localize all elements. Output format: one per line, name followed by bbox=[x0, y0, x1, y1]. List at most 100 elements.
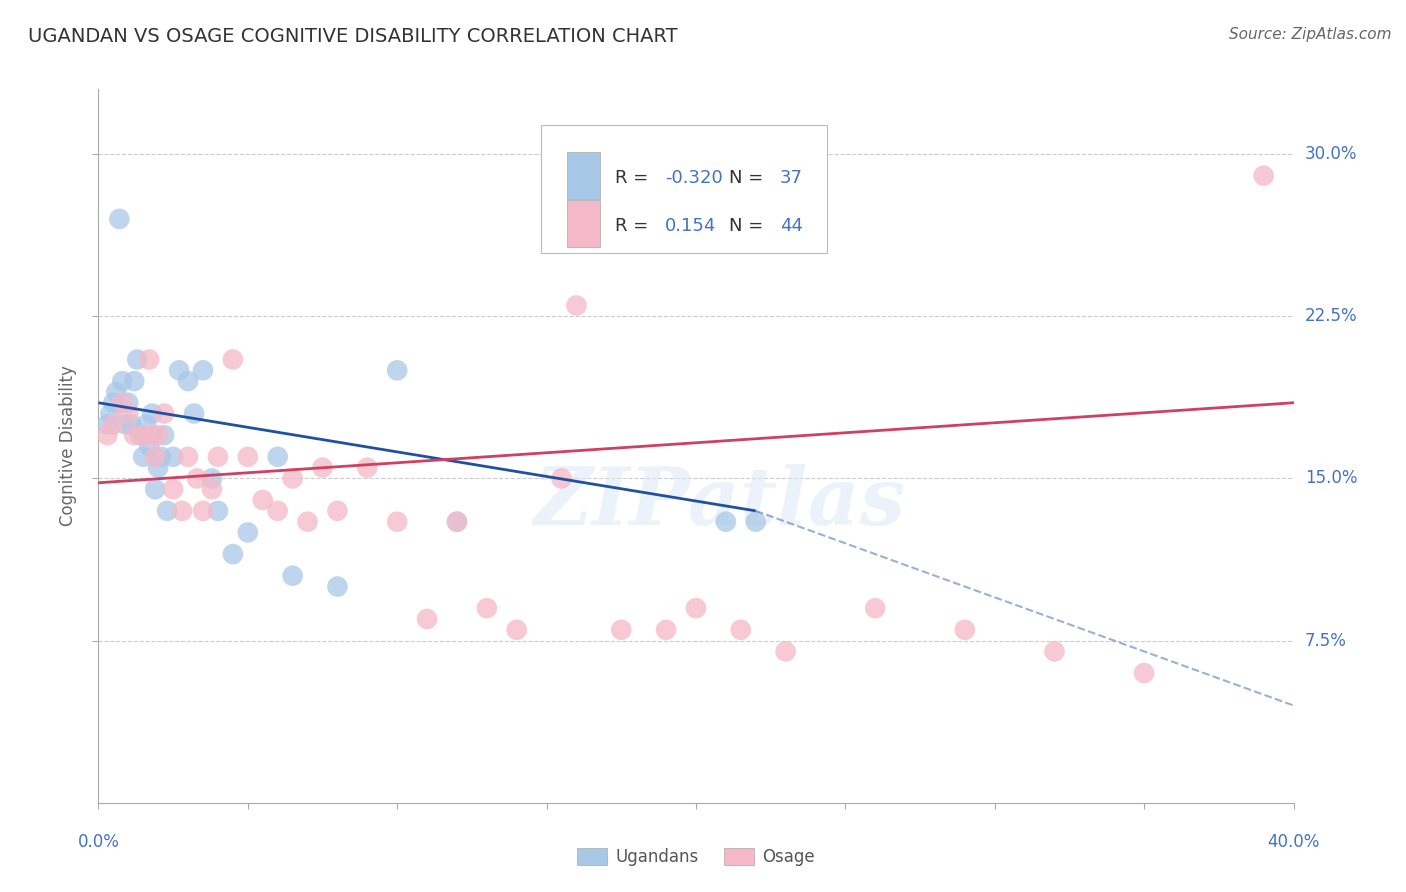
Text: 37: 37 bbox=[780, 169, 803, 186]
Text: 15.0%: 15.0% bbox=[1305, 469, 1357, 487]
Point bbox=[1043, 644, 1066, 658]
Point bbox=[236, 450, 259, 464]
Bar bbox=[567, 153, 600, 199]
Point bbox=[143, 482, 166, 496]
Point bbox=[311, 460, 333, 475]
Point bbox=[326, 580, 349, 594]
Point bbox=[191, 504, 214, 518]
Point bbox=[1253, 169, 1275, 183]
Point bbox=[117, 396, 139, 410]
Point bbox=[201, 482, 224, 496]
Point bbox=[775, 644, 797, 658]
Point bbox=[143, 450, 166, 464]
Text: 30.0%: 30.0% bbox=[1305, 145, 1357, 163]
Point bbox=[201, 471, 224, 485]
Point bbox=[135, 417, 157, 432]
Point bbox=[222, 547, 245, 561]
Point bbox=[297, 515, 319, 529]
Point bbox=[565, 298, 588, 312]
Point bbox=[172, 504, 194, 518]
Point bbox=[610, 623, 633, 637]
Point bbox=[1133, 666, 1156, 681]
Point bbox=[138, 439, 160, 453]
Legend: Ugandans, Osage: Ugandans, Osage bbox=[571, 841, 821, 873]
Point bbox=[252, 493, 274, 508]
Point bbox=[103, 396, 125, 410]
Point bbox=[141, 407, 163, 421]
Point bbox=[416, 612, 439, 626]
Point bbox=[281, 471, 304, 485]
Point bbox=[105, 384, 128, 399]
Point bbox=[153, 428, 176, 442]
Point bbox=[117, 407, 139, 421]
Point bbox=[150, 450, 173, 464]
Point bbox=[162, 482, 184, 496]
Point bbox=[222, 352, 245, 367]
Point bbox=[267, 450, 290, 464]
Point bbox=[127, 352, 149, 367]
Point bbox=[132, 450, 155, 464]
Point bbox=[186, 471, 208, 485]
FancyBboxPatch shape bbox=[541, 125, 827, 253]
Point bbox=[124, 374, 146, 388]
Text: 0.0%: 0.0% bbox=[77, 833, 120, 851]
Text: Source: ZipAtlas.com: Source: ZipAtlas.com bbox=[1229, 27, 1392, 42]
Point bbox=[148, 460, 170, 475]
Point bbox=[138, 352, 160, 367]
Point bbox=[207, 450, 229, 464]
Point bbox=[156, 504, 179, 518]
Point bbox=[183, 407, 205, 421]
Bar bbox=[567, 200, 600, 246]
Point bbox=[177, 374, 200, 388]
Point bbox=[550, 471, 572, 485]
Point bbox=[655, 623, 678, 637]
Point bbox=[132, 428, 155, 442]
Point bbox=[98, 407, 122, 421]
Point bbox=[103, 417, 125, 432]
Point bbox=[865, 601, 887, 615]
Point bbox=[96, 428, 118, 442]
Point bbox=[129, 428, 152, 442]
Y-axis label: Cognitive Disability: Cognitive Disability bbox=[59, 366, 77, 526]
Text: -0.320: -0.320 bbox=[665, 169, 723, 186]
Point bbox=[114, 417, 136, 432]
Point bbox=[177, 450, 200, 464]
Text: ZIPatlas: ZIPatlas bbox=[534, 465, 905, 541]
Text: UGANDAN VS OSAGE COGNITIVE DISABILITY CORRELATION CHART: UGANDAN VS OSAGE COGNITIVE DISABILITY CO… bbox=[28, 27, 678, 45]
Text: 44: 44 bbox=[780, 217, 803, 235]
Text: R =: R = bbox=[614, 217, 659, 235]
Point bbox=[141, 428, 163, 442]
Point bbox=[326, 504, 349, 518]
Point bbox=[191, 363, 214, 377]
Point bbox=[120, 417, 142, 432]
Point bbox=[714, 515, 737, 529]
Point bbox=[475, 601, 498, 615]
Point bbox=[96, 417, 118, 432]
Point bbox=[281, 568, 304, 582]
Text: 0.154: 0.154 bbox=[665, 217, 716, 235]
Text: N =: N = bbox=[730, 217, 769, 235]
Point bbox=[685, 601, 707, 615]
Point bbox=[385, 515, 409, 529]
Point bbox=[953, 623, 976, 637]
Point bbox=[506, 623, 529, 637]
Point bbox=[730, 623, 752, 637]
Point bbox=[267, 504, 290, 518]
Point bbox=[124, 428, 146, 442]
Text: 22.5%: 22.5% bbox=[1305, 307, 1357, 326]
Point bbox=[111, 396, 134, 410]
Point bbox=[108, 211, 131, 226]
Point bbox=[446, 515, 468, 529]
Point bbox=[153, 407, 176, 421]
Point bbox=[236, 525, 259, 540]
Point bbox=[111, 374, 134, 388]
Point bbox=[446, 515, 468, 529]
Point bbox=[356, 460, 378, 475]
Point bbox=[207, 504, 229, 518]
Point bbox=[162, 450, 184, 464]
Text: 40.0%: 40.0% bbox=[1267, 833, 1320, 851]
Text: N =: N = bbox=[730, 169, 769, 186]
Point bbox=[167, 363, 190, 377]
Text: R =: R = bbox=[614, 169, 654, 186]
Text: 7.5%: 7.5% bbox=[1305, 632, 1347, 649]
